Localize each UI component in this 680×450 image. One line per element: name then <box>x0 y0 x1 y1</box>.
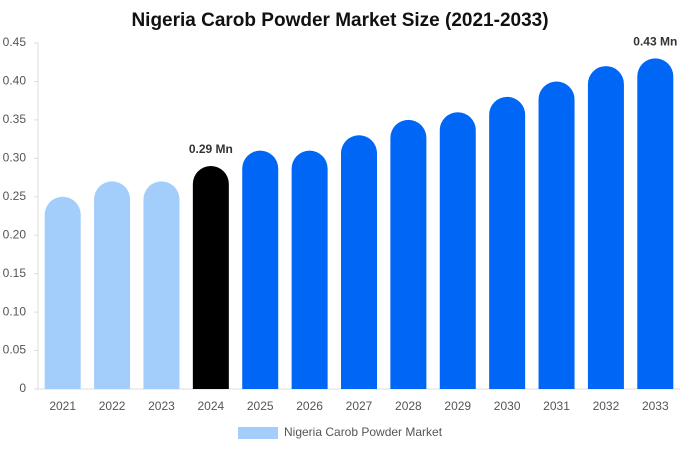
value-label: 0.29 Mn <box>189 142 233 156</box>
x-tick-label: 2029 <box>444 399 471 413</box>
y-tick-label: 0.05 <box>3 343 27 357</box>
chart-title: Nigeria Carob Powder Market Size (2021-2… <box>131 10 548 31</box>
x-tick-label: 2030 <box>494 399 521 413</box>
y-tick-label: 0.45 <box>3 35 27 49</box>
x-tick-label: 2027 <box>346 399 373 413</box>
x-tick-label: 2026 <box>296 399 323 413</box>
bar <box>94 181 131 389</box>
y-tick-label: 0.40 <box>3 74 27 88</box>
bar <box>192 166 229 389</box>
x-tick-label: 2024 <box>197 399 224 413</box>
bar <box>439 112 476 389</box>
x-tick-label: 2028 <box>395 399 422 413</box>
y-tick-label: 0.10 <box>3 304 27 318</box>
x-tick-label: 2023 <box>148 399 175 413</box>
bar <box>242 150 279 389</box>
x-tick-label: 2032 <box>593 399 620 413</box>
bar <box>143 181 180 389</box>
bar <box>489 96 526 389</box>
value-label: 0.43 Mn <box>633 35 677 49</box>
x-tick-label: 2033 <box>642 399 669 413</box>
bar <box>44 196 81 389</box>
x-tick-label: 2022 <box>99 399 126 413</box>
bar <box>291 150 328 389</box>
y-tick-label: 0.15 <box>3 266 27 280</box>
y-tick-label: 0.20 <box>3 227 27 241</box>
y-tick-label: 0 <box>19 381 26 395</box>
bar <box>538 81 575 389</box>
x-tick-label: 2021 <box>49 399 76 413</box>
legend-label: Nigeria Carob Powder Market <box>284 425 443 439</box>
legend-swatch <box>238 427 278 439</box>
bar <box>587 66 624 389</box>
x-tick-label: 2025 <box>247 399 274 413</box>
x-tick-label: 2031 <box>543 399 570 413</box>
y-tick-label: 0.30 <box>3 151 27 165</box>
y-tick-label: 0.35 <box>3 112 27 126</box>
bar <box>390 119 427 389</box>
bar <box>637 58 674 389</box>
y-tick-label: 0.25 <box>3 189 27 203</box>
bar <box>341 135 377 389</box>
